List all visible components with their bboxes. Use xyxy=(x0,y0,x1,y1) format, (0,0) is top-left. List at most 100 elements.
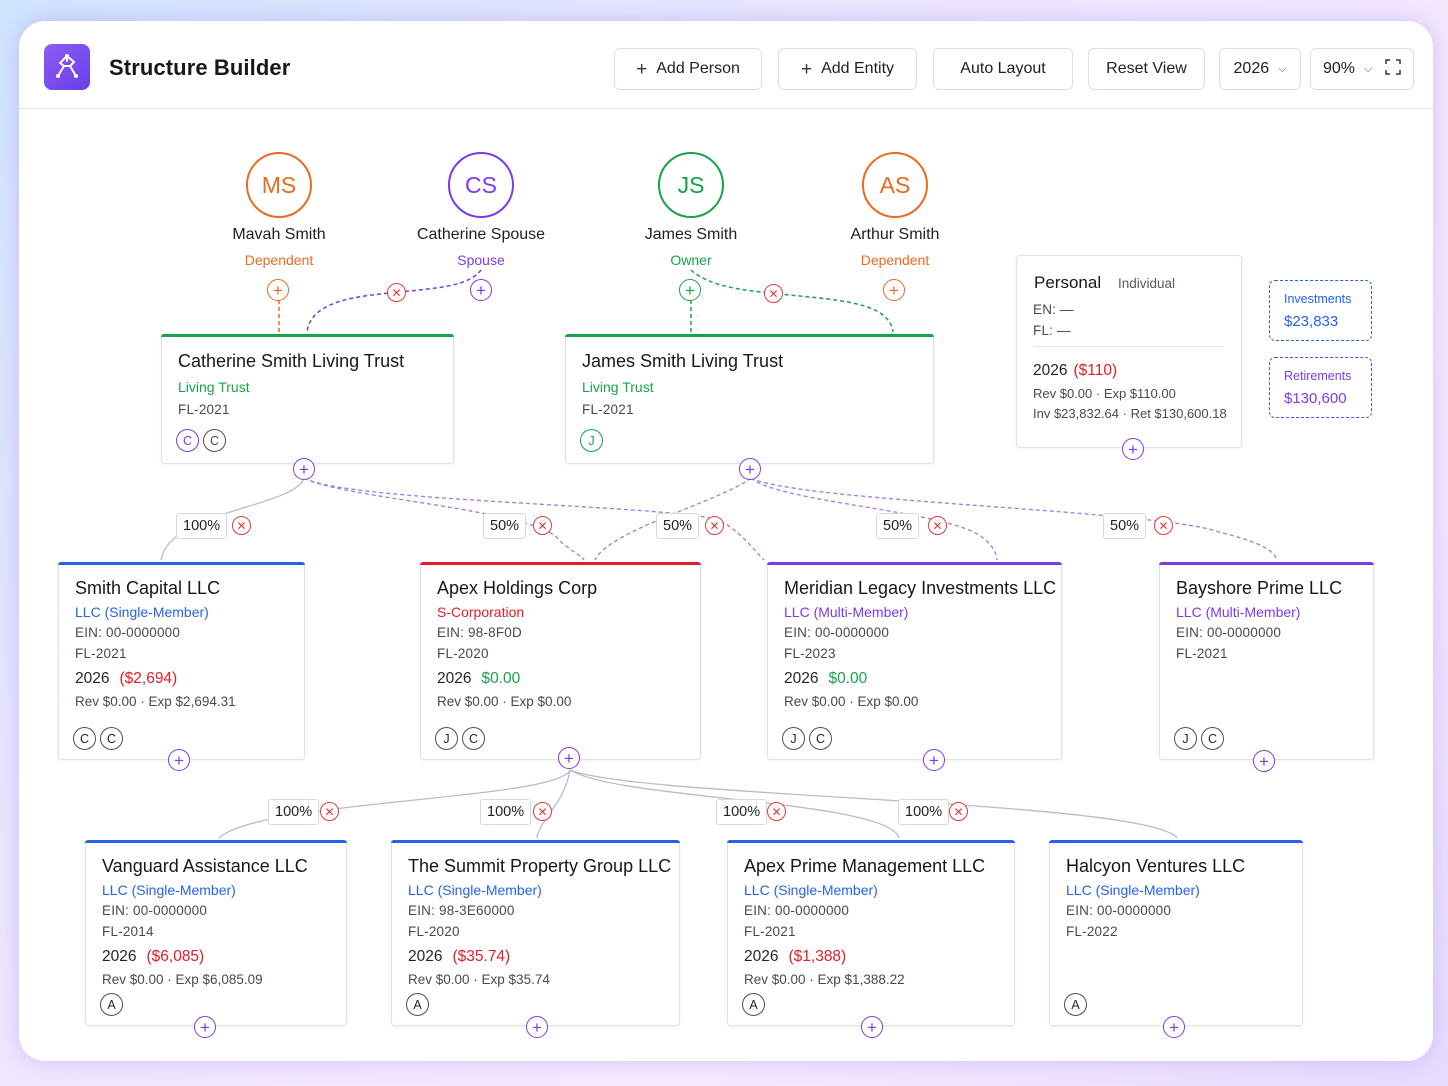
owner-chip[interactable]: C xyxy=(100,727,123,750)
remove-link-icon[interactable]: ✕ xyxy=(928,516,947,535)
ownership-percent[interactable]: 50% xyxy=(483,513,527,539)
owner-chip[interactable]: A xyxy=(406,993,429,1016)
ownership-percent[interactable]: 100% xyxy=(480,799,532,825)
owner-chip[interactable]: J xyxy=(580,429,603,452)
owner-chip[interactable]: A xyxy=(742,993,765,1016)
entity-rev-exp: Rev $0.00 · Exp $0.00 xyxy=(437,694,572,709)
owner-chip[interactable]: J xyxy=(1174,727,1197,750)
zoom-select[interactable]: 90% ⌵ xyxy=(1310,48,1414,90)
entity-card[interactable]: Smith Capital LLC LLC (Single-Member) EIN:… xyxy=(58,562,305,760)
entity-amount: $0.00 xyxy=(481,670,521,687)
entity-card[interactable]: The Summit Property Group LLC LLC (Single… xyxy=(391,840,680,1026)
owner-chip[interactable]: J xyxy=(435,727,458,750)
fullscreen-icon[interactable] xyxy=(1385,58,1402,80)
remove-link-icon[interactable]: ✕ xyxy=(387,283,406,302)
add-node-icon[interactable]: + xyxy=(267,279,289,301)
owner-chip[interactable]: A xyxy=(100,993,123,1016)
owner-chip[interactable]: A xyxy=(1064,993,1087,1016)
add-node-icon[interactable]: + xyxy=(558,747,580,769)
add-node-icon[interactable]: + xyxy=(1253,750,1275,772)
owner-chip[interactable]: C xyxy=(1201,727,1224,750)
entity-amount: $0.00 xyxy=(828,670,868,687)
add-node-icon[interactable]: + xyxy=(470,279,492,301)
entity-amount: ($2,694) xyxy=(119,670,178,687)
entity-title: Meridian Legacy Investments LLC xyxy=(784,578,1057,598)
person-avatar[interactable]: CS xyxy=(448,152,514,218)
add-node-icon[interactable]: + xyxy=(739,458,761,480)
remove-link-icon[interactable]: ✕ xyxy=(533,802,552,821)
structure-canvas[interactable]: MS Mavah Smith Dependent + CS Catherine Spous… xyxy=(19,110,1433,1061)
person-avatar[interactable]: JS xyxy=(658,152,724,218)
entity-title: Catherine Smith Living Trust xyxy=(178,351,405,371)
entity-rev-exp: Rev $0.00 · Exp $6,085.09 xyxy=(102,972,263,987)
add-node-icon[interactable]: + xyxy=(526,1016,548,1038)
owner-chip[interactable]: C xyxy=(176,429,199,452)
owner-chip[interactable]: C xyxy=(809,727,832,750)
add-node-icon[interactable]: + xyxy=(923,749,945,771)
entity-type: Living Trust xyxy=(582,379,654,395)
reset-view-button[interactable]: Reset View xyxy=(1088,48,1205,90)
investments-value: $23,833 xyxy=(1284,313,1339,330)
ownership-percent[interactable]: 50% xyxy=(876,513,920,539)
remove-link-icon[interactable]: ✕ xyxy=(949,802,968,821)
person-avatar[interactable]: AS xyxy=(862,152,928,218)
remove-link-icon[interactable]: ✕ xyxy=(705,516,724,535)
add-node-icon[interactable]: + xyxy=(1163,1016,1185,1038)
year-select[interactable]: 2026 ⌵ xyxy=(1219,48,1301,90)
personal-card[interactable]: Personal Individual EN: — FL: — 2026 ($11… xyxy=(1016,255,1242,460)
add-node-icon[interactable]: + xyxy=(293,458,315,480)
ownership-percent[interactable]: 100% xyxy=(716,799,768,825)
person-avatar[interactable]: MS xyxy=(246,152,312,218)
entity-card[interactable]: Bayshore Prime LLC LLC (Multi-Member) EIN:… xyxy=(1159,562,1374,760)
add-entity-button[interactable]: + Add Entity xyxy=(778,48,917,90)
owner-chip[interactable]: C xyxy=(462,727,485,750)
add-node-icon[interactable]: + xyxy=(168,749,190,771)
card-accent-bar xyxy=(161,334,454,337)
add-node-icon[interactable]: + xyxy=(679,279,701,301)
entity-year: 2026 xyxy=(75,670,110,687)
owner-chip[interactable]: C xyxy=(203,429,226,452)
chevron-down-icon: ⌵ xyxy=(1278,62,1287,75)
entity-card[interactable]: Vanguard Assistance LLC LLC (Single-Membe… xyxy=(85,840,347,1026)
personal-kind: Individual xyxy=(1118,276,1176,291)
person-name: Arthur Smith xyxy=(850,226,940,243)
ownership-percent[interactable]: 100% xyxy=(176,513,228,539)
add-entity-label: Add Entity xyxy=(821,60,895,77)
entity-financial: 2026 $0.00 xyxy=(437,670,520,688)
entity-card[interactable]: Meridian Legacy Investments LLC LLC (Mult… xyxy=(767,562,1062,760)
add-node-icon[interactable]: + xyxy=(1122,438,1144,460)
owner-chip[interactable]: J xyxy=(782,727,805,750)
entity-year: 2026 xyxy=(744,948,779,965)
ownership-percent[interactable]: 100% xyxy=(898,799,950,825)
add-node-icon[interactable]: + xyxy=(194,1016,216,1038)
retirements-box[interactable]: Retirements $130,600 xyxy=(1269,357,1372,418)
add-person-button[interactable]: + Add Person xyxy=(614,48,762,90)
entity-year: 2026 xyxy=(408,948,443,965)
entity-type: S-Corporation xyxy=(437,604,525,620)
entity-card[interactable]: Apex Prime Management LLC LLC (Single-Mem… xyxy=(727,840,1015,1026)
card-accent-bar xyxy=(1049,840,1303,843)
entity-card[interactable]: Apex Holdings Corp S-Corporation EIN: 98-8… xyxy=(420,562,701,760)
remove-link-icon[interactable]: ✕ xyxy=(764,284,783,303)
app-title: Structure Builder xyxy=(109,55,291,80)
remove-link-icon[interactable]: ✕ xyxy=(1154,516,1173,535)
ownership-percent[interactable]: 100% xyxy=(268,799,320,825)
entity-title: Halcyon Ventures LLC xyxy=(1066,856,1246,876)
remove-link-icon[interactable]: ✕ xyxy=(767,802,786,821)
remove-link-icon[interactable]: ✕ xyxy=(533,516,552,535)
add-node-icon[interactable]: + xyxy=(861,1016,883,1038)
trust-card[interactable]: Catherine Smith Living Trust Living Trust… xyxy=(161,334,454,464)
investments-box[interactable]: Investments $23,833 xyxy=(1269,280,1372,341)
card-accent-bar xyxy=(420,562,701,565)
ownership-percent[interactable]: 50% xyxy=(1103,513,1147,539)
entity-card[interactable]: Halcyon Ventures LLC LLC (Single-Member) E… xyxy=(1049,840,1303,1026)
app-window: Structure Builder + Add Person + Add Ent… xyxy=(19,21,1433,1061)
remove-link-icon[interactable]: ✕ xyxy=(232,516,251,535)
add-node-icon[interactable]: + xyxy=(883,279,905,301)
auto-layout-button[interactable]: Auto Layout xyxy=(933,48,1073,90)
remove-link-icon[interactable]: ✕ xyxy=(320,802,339,821)
trust-card[interactable]: James Smith Living Trust Living Trust FL-2… xyxy=(565,334,934,464)
ownership-percent[interactable]: 50% xyxy=(656,513,700,539)
owner-chip[interactable]: C xyxy=(73,727,96,750)
